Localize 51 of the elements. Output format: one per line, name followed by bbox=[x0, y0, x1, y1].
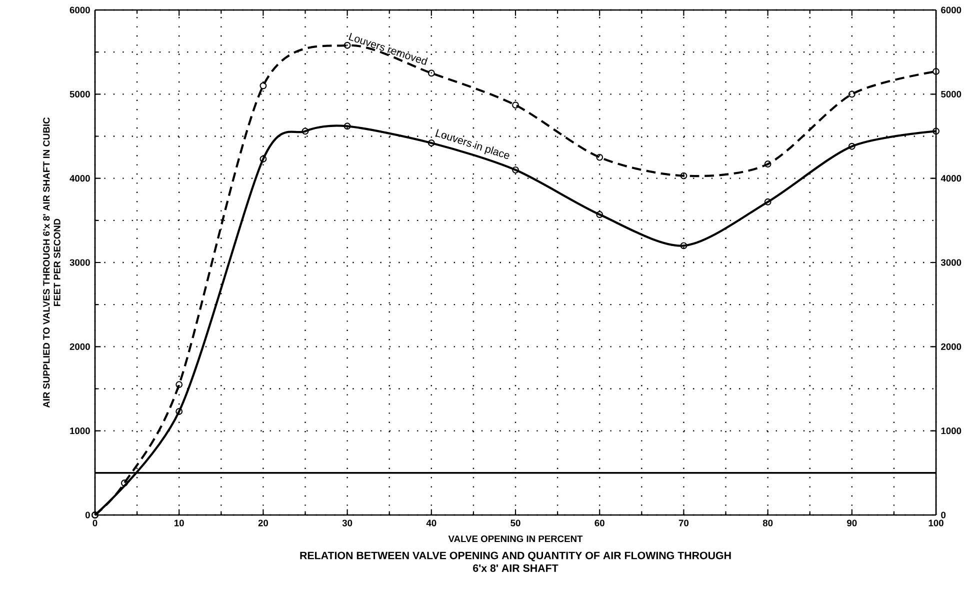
point bbox=[932, 68, 940, 75]
point bbox=[176, 408, 183, 415]
y2-tick-label: 4000 bbox=[940, 175, 962, 182]
point bbox=[680, 172, 688, 180]
x-tick-label: 90 bbox=[847, 520, 857, 526]
point bbox=[764, 198, 772, 206]
text: Louvers removed bbox=[348, 32, 428, 66]
y2-tick-label: 5000 bbox=[941, 90, 962, 98]
point bbox=[176, 381, 183, 388]
y2-tick-label: 1000 bbox=[941, 428, 962, 434]
y-axis-title: AIR SUPPLIED TO VALVES THROUGH 6'x 8' AIR SHAFT IN CUBIC FEET PER SECOND bbox=[43, 117, 60, 408]
y-tick-label: 2000 bbox=[70, 343, 90, 350]
y-tick-label: 5000 bbox=[70, 90, 90, 98]
x-tick-label: 80 bbox=[762, 520, 773, 526]
text: RELATION BETWEEN VALVE OPENING AND QUANTITY OF AIR FLOWING THROUGH 6'x 8' AIR SHAFT bbox=[300, 552, 731, 572]
y-tick-label: 4000 bbox=[70, 175, 90, 182]
y-tick-label: 1000 bbox=[70, 428, 90, 434]
x-tick-label: 20 bbox=[258, 520, 268, 526]
point bbox=[428, 140, 435, 146]
point bbox=[120, 480, 128, 486]
y2-tick-label: 2000 bbox=[941, 343, 962, 350]
point bbox=[596, 154, 604, 161]
point bbox=[932, 128, 940, 135]
y2-tick-label: 0 bbox=[941, 512, 946, 518]
point bbox=[428, 70, 435, 77]
x-tick-label: 100 bbox=[928, 520, 944, 526]
point bbox=[848, 90, 856, 98]
point bbox=[512, 102, 519, 109]
point bbox=[764, 160, 772, 168]
point bbox=[260, 156, 267, 162]
text: Louvers in place bbox=[435, 129, 510, 159]
point bbox=[848, 142, 856, 150]
y-tick-label: 6000 bbox=[70, 6, 90, 14]
point bbox=[344, 122, 351, 130]
x-axis-title: VALVE OPENING IN PERCENT bbox=[448, 536, 583, 542]
x-tick-label: 60 bbox=[594, 520, 604, 526]
point bbox=[596, 211, 604, 218]
y-tick-label: 3000 bbox=[70, 259, 90, 266]
x-tick-label: 70 bbox=[678, 520, 689, 526]
y-tick-label: 0 bbox=[85, 512, 90, 518]
y2-tick-label: 3000 bbox=[940, 259, 962, 266]
point bbox=[680, 242, 688, 250]
point bbox=[302, 128, 309, 135]
point bbox=[260, 82, 267, 90]
x-tick-label: 40 bbox=[426, 520, 436, 526]
x-tick-label: 10 bbox=[174, 520, 184, 526]
y2-tick-label: 6000 bbox=[941, 6, 962, 14]
x-tick-label: 30 bbox=[342, 520, 352, 526]
point bbox=[512, 166, 519, 174]
x-tick-label: 50 bbox=[510, 520, 520, 526]
x-tick-label: 0 bbox=[92, 520, 98, 526]
